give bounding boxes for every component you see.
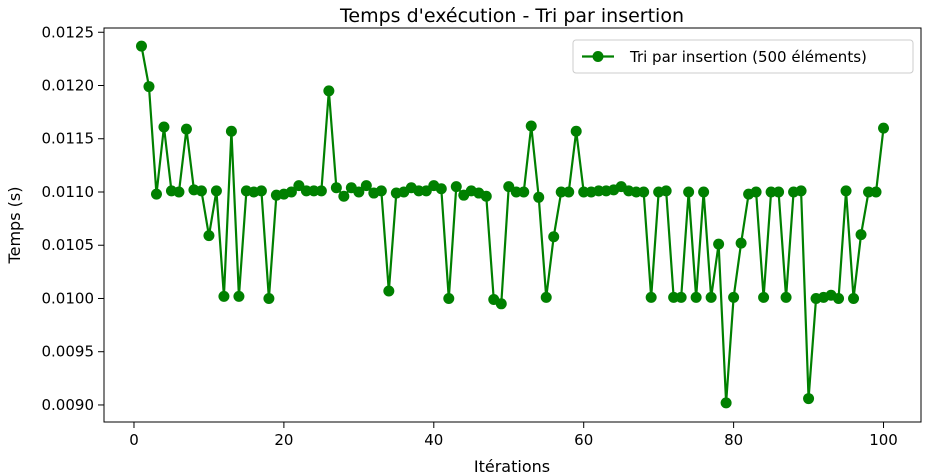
y-axis-label: Temps (s) — [5, 187, 24, 265]
series-line — [140, 45, 885, 403]
x-tick-label: 60 — [574, 431, 593, 449]
data-point — [638, 186, 650, 198]
data-point — [803, 393, 815, 405]
data-point — [645, 291, 657, 303]
data-point — [443, 292, 455, 304]
data-point — [855, 229, 867, 241]
data-point — [533, 191, 545, 203]
y-axis: 0.0090 0.0095 0.0100 0.0105 0.0110 0.0115 0.01… — [42, 23, 104, 414]
data-point — [720, 397, 732, 409]
data-point — [728, 291, 740, 303]
legend-marker-swatch — [592, 51, 604, 62]
data-point — [518, 186, 530, 198]
data-point — [750, 186, 762, 198]
data-point — [383, 285, 395, 297]
chart-title: Temps d'exécution - Tri par insertion — [339, 5, 684, 27]
data-point — [285, 186, 297, 198]
legend: Tri par insertion (500 éléments) — [572, 39, 914, 74]
x-axis: 0 20 40 60 80 100 — [129, 422, 898, 449]
data-point — [525, 120, 537, 132]
x-axis-label: Itérations — [474, 457, 550, 473]
data-point — [540, 291, 552, 303]
y-tick-label: 0.0105 — [42, 236, 95, 254]
plot-area — [103, 27, 922, 423]
data-point — [315, 185, 327, 197]
data-point — [135, 40, 147, 52]
data-point — [758, 291, 770, 303]
data-point — [233, 290, 245, 302]
y-tick-label: 0.0100 — [42, 289, 95, 307]
y-tick-label: 0.0095 — [42, 343, 95, 361]
data-point — [690, 291, 702, 303]
data-point — [795, 185, 807, 197]
x-tick-label: 80 — [724, 431, 743, 449]
data-point — [323, 85, 335, 97]
data-point — [450, 181, 462, 193]
x-tick-label: 20 — [274, 431, 293, 449]
data-point — [480, 190, 492, 202]
data-point — [735, 237, 747, 249]
data-point — [848, 292, 860, 304]
y-tick-label: 0.0120 — [42, 77, 95, 95]
data-point — [840, 185, 852, 197]
data-point — [833, 292, 845, 304]
series-markers — [135, 40, 890, 409]
data-point — [878, 122, 890, 134]
data-point — [210, 185, 222, 197]
data-point — [173, 186, 185, 198]
y-tick-label: 0.0110 — [42, 183, 95, 201]
data-point — [713, 238, 725, 250]
legend-box — [572, 39, 914, 74]
data-point — [225, 125, 237, 137]
data-point — [675, 291, 687, 303]
data-point — [360, 180, 372, 192]
data-point — [180, 123, 192, 135]
data-point — [203, 230, 215, 242]
data-point — [195, 185, 207, 197]
data-point — [780, 291, 792, 303]
data-point — [330, 182, 342, 194]
data-point — [660, 185, 672, 197]
data-point — [375, 185, 387, 197]
data-point — [143, 81, 155, 93]
data-point — [705, 291, 717, 303]
data-point — [683, 186, 695, 198]
data-point — [158, 121, 170, 133]
legend-label: Tri par insertion (500 éléments) — [629, 48, 867, 66]
data-point — [353, 186, 365, 198]
data-point — [495, 298, 507, 310]
data-point — [150, 188, 162, 200]
x-tick-label: 100 — [869, 431, 898, 449]
data-point — [338, 190, 350, 202]
data-point — [698, 186, 710, 198]
data-point — [255, 185, 267, 197]
x-tick-label: 0 — [129, 431, 139, 449]
data-point — [870, 186, 882, 198]
data-point — [570, 125, 582, 137]
data-point — [548, 231, 560, 243]
data-point — [263, 292, 275, 304]
data-point — [218, 290, 230, 302]
y-tick-label: 0.0090 — [42, 396, 95, 414]
data-point — [563, 186, 575, 198]
data-point — [773, 186, 785, 198]
y-tick-label: 0.0115 — [42, 130, 95, 148]
plot-frame — [103, 27, 922, 423]
x-tick-label: 40 — [424, 431, 443, 449]
data-point — [435, 183, 447, 195]
y-tick-label: 0.0125 — [42, 23, 95, 41]
